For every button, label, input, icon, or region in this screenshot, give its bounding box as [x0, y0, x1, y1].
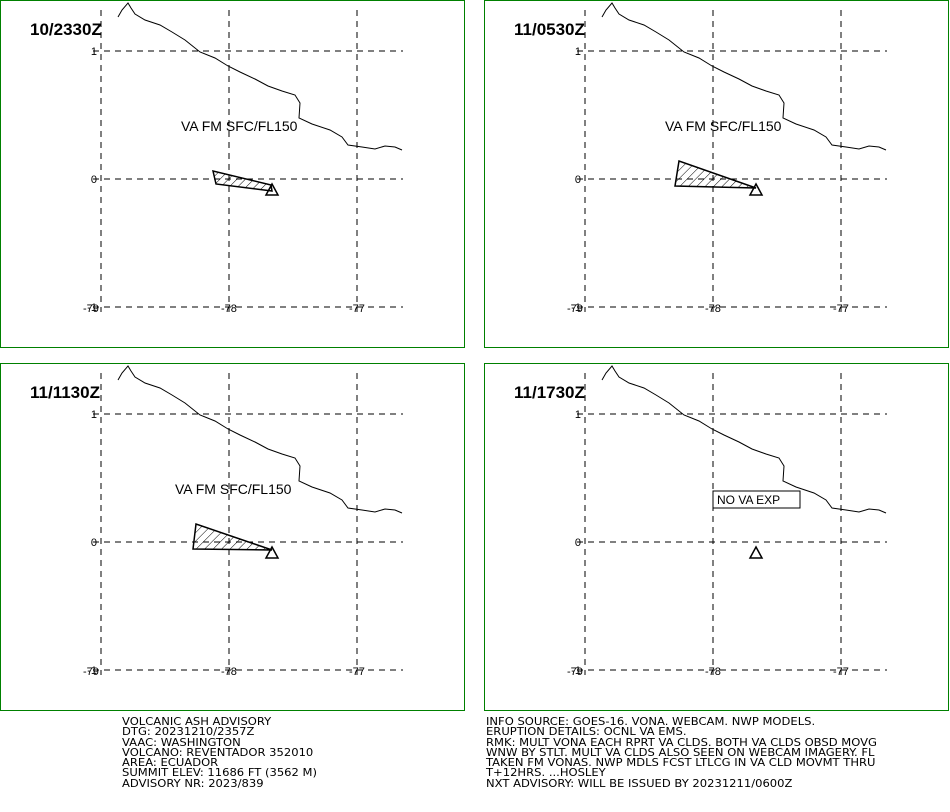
text-line: NXT ADVISORY: WILL BE ISSUED BY 20231211… — [486, 776, 793, 790]
ash-area — [211, 169, 273, 192]
label-box — [712, 490, 801, 509]
lat-label: -1 — [571, 302, 581, 314]
lon-label: -79 — [567, 666, 583, 678]
lon-label: -77 — [833, 303, 849, 315]
map-panel: 1 0 -1-79 -78 -77 10/2330Z VA FM SFC/FL150 — [0, 0, 465, 348]
panel-border — [484, 0, 949, 348]
text-line: ADVISORY NR: 2023/839 — [122, 776, 264, 790]
valid-time: 11/1130Z — [30, 383, 100, 402]
lon-label: -77 — [833, 666, 849, 678]
panel-border — [484, 363, 949, 711]
valid-time: 11/1730Z — [514, 383, 585, 402]
map-panel: 1 0 -1-79 -78 -77 11/0530Z VA FM SFC/FL150 — [484, 0, 949, 348]
text-line: AREA: ECUADOR — [122, 756, 219, 770]
text-line: INFO SOURCE: GOES-16. VONA. WEBCAM. NWP … — [486, 715, 816, 728]
lat-label: 0 — [575, 174, 581, 186]
lat-label: 0 — [91, 174, 97, 186]
ash-area — [192, 522, 273, 551]
lon-label: -79 — [83, 303, 99, 315]
text-line: DTG: 20231210/2357Z — [122, 725, 255, 739]
ash-label: VA FM SFC/FL150 — [175, 481, 292, 497]
advisory-text: VOLCANIC ASH ADVISORY DTG: 20231210/2357Z… — [122, 715, 318, 790]
volcano — [264, 545, 280, 559]
text-line: VAAC: WASHINGTON — [122, 735, 241, 749]
text-line: VOLCANIC ASH ADVISORY — [122, 715, 272, 728]
lon-label: -77 — [349, 303, 365, 315]
lat-label: 1 — [91, 409, 97, 421]
lat-label: 1 — [91, 46, 97, 58]
map-panel: 1 0 -1-79 -78 -77 11/1130Z VA FM SFC/FL150 — [0, 363, 465, 711]
text-line: VOLCANO: REVENTADOR 352010 — [122, 745, 314, 759]
lon-label: -78 — [705, 666, 721, 678]
lon-label: -78 — [221, 303, 237, 315]
details-text: INFO SOURCE: GOES-16. VONA. WEBCAM. NWP … — [486, 715, 878, 790]
map-panel: 1 0 -1-79 -78 -77 11/1730Z NO VA EXP — [484, 363, 949, 711]
lon-label: -77 — [349, 666, 365, 678]
text-line: WNW BY STLT. MULT VA CLDS ALSO SEEN ON W… — [486, 745, 875, 759]
text-line: RMK: MULT VONA EACH RPRT VA CLDS. BOTH V… — [486, 735, 878, 749]
ash-area — [674, 159, 757, 189]
text-line: TAKEN FM VONAS. NWP MDLS FCST LTLCG IN V… — [486, 756, 876, 770]
valid-time: 11/0530Z — [514, 20, 585, 39]
lon-label: -78 — [705, 303, 721, 315]
text-line: SUMMIT ELEV: 11686 FT (3562 M) — [122, 766, 318, 780]
coastline — [601, 2, 887, 151]
volcano — [264, 182, 280, 196]
valid-time: 10/2330Z — [30, 20, 102, 39]
coastline — [601, 365, 887, 514]
lon-label: -79 — [83, 666, 99, 678]
text-line: T+12HRS. ...HOSLEY — [486, 766, 606, 780]
volcano — [748, 545, 764, 559]
lat-label: -1 — [87, 665, 97, 677]
lon-label: -78 — [221, 666, 237, 678]
lat-label: -1 — [571, 665, 581, 677]
lat-label: 1 — [575, 409, 581, 421]
lon-label: -79 — [567, 303, 583, 315]
text-line: ERUPTION DETAILS: OCNL VA EMS. — [486, 725, 687, 739]
volcano — [748, 182, 764, 196]
ash-label: NO VA EXP — [717, 493, 780, 507]
lat-label: 0 — [575, 537, 581, 549]
panel-border — [0, 0, 465, 348]
ash-label: VA FM SFC/FL150 — [665, 118, 782, 134]
lat-label: 0 — [91, 537, 97, 549]
lat-label: -1 — [87, 302, 97, 314]
coastline — [117, 365, 403, 514]
ash-label: VA FM SFC/FL150 — [181, 118, 298, 134]
coastline — [117, 2, 403, 151]
panel-border — [0, 363, 465, 711]
lat-label: 1 — [575, 46, 581, 58]
